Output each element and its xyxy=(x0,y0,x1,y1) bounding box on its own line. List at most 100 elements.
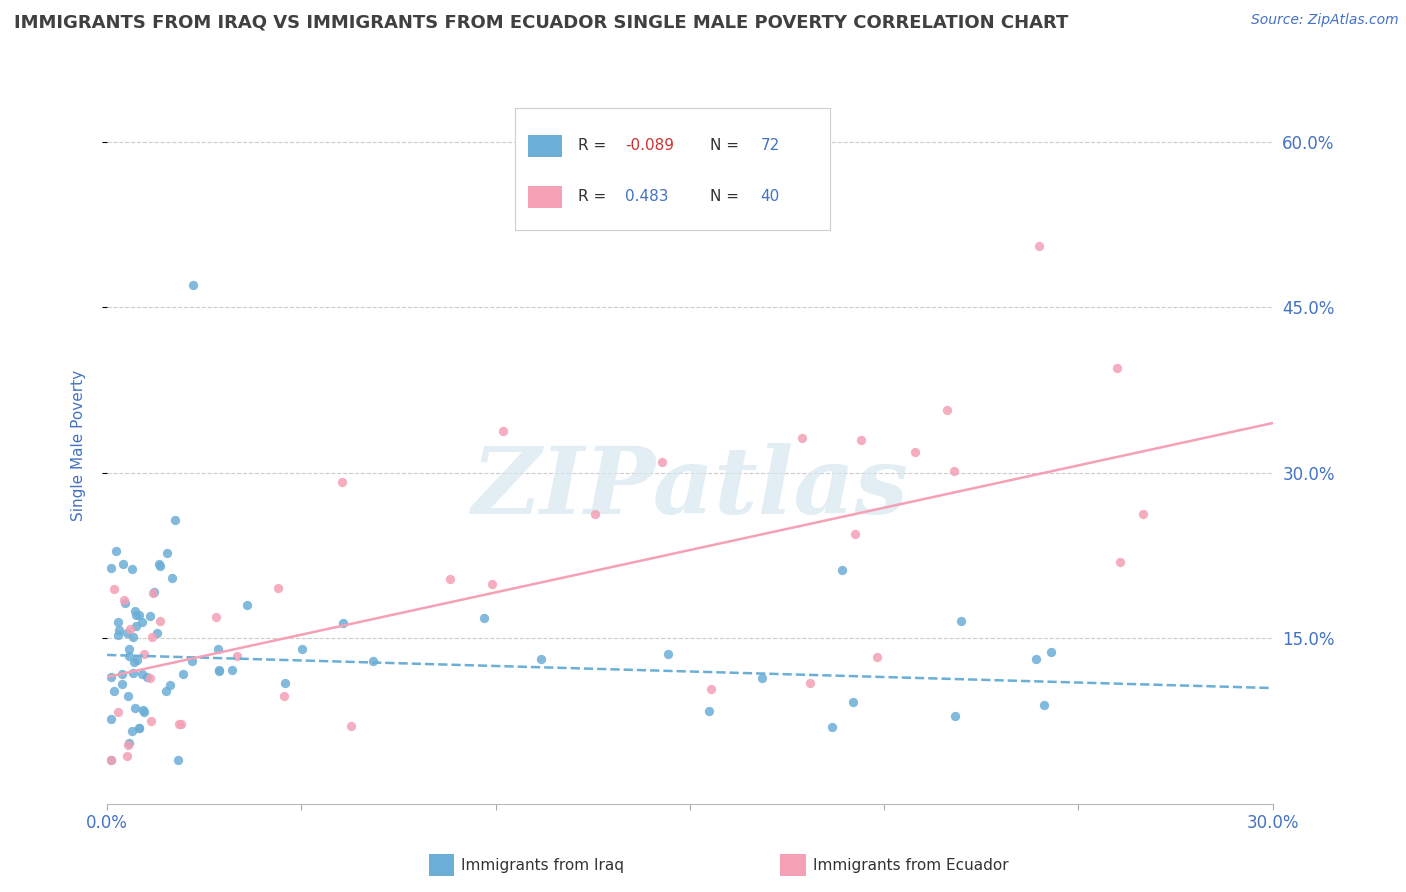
Point xyxy=(821,720,844,734)
Point xyxy=(936,403,959,417)
Point xyxy=(851,433,873,447)
Point xyxy=(291,642,314,657)
Point xyxy=(159,677,181,691)
Point xyxy=(125,619,148,633)
Point xyxy=(865,650,887,665)
Point xyxy=(107,705,129,719)
Point xyxy=(108,623,131,637)
Point xyxy=(160,571,183,585)
Point xyxy=(148,557,170,571)
Point xyxy=(180,654,202,668)
Point xyxy=(139,609,162,624)
Point xyxy=(439,572,461,586)
Point xyxy=(170,717,193,731)
Point xyxy=(103,582,125,597)
Point xyxy=(112,592,135,607)
Point xyxy=(657,647,679,661)
Point xyxy=(121,666,143,681)
Point xyxy=(841,695,863,709)
Point xyxy=(111,557,134,571)
Point xyxy=(107,628,129,642)
Point xyxy=(124,701,146,715)
Point xyxy=(111,666,134,681)
Point xyxy=(118,642,141,657)
Point xyxy=(799,675,821,690)
Point xyxy=(516,178,538,193)
Point xyxy=(697,705,720,719)
Point xyxy=(949,614,972,628)
Point xyxy=(208,664,231,678)
Point xyxy=(481,577,503,591)
Point xyxy=(208,663,231,677)
Point xyxy=(142,585,165,599)
Text: ZIPatlas: ZIPatlas xyxy=(471,443,908,533)
Point xyxy=(128,607,150,622)
Point xyxy=(904,444,927,458)
Point xyxy=(121,723,143,738)
Point xyxy=(273,690,295,704)
Point xyxy=(121,562,143,576)
Point xyxy=(135,670,157,684)
Text: Immigrants from Iraq: Immigrants from Iraq xyxy=(461,858,624,872)
Point xyxy=(1107,360,1129,375)
Point xyxy=(143,585,166,599)
Point xyxy=(141,631,163,645)
Point xyxy=(107,615,129,629)
Point xyxy=(225,648,247,663)
Point xyxy=(105,544,128,558)
Point xyxy=(1040,645,1063,659)
Point xyxy=(472,611,495,625)
Point xyxy=(165,513,187,527)
Point xyxy=(340,719,363,733)
Point xyxy=(330,475,353,490)
Point xyxy=(122,631,145,645)
Point xyxy=(117,690,139,704)
Point xyxy=(132,703,155,717)
Y-axis label: Single Male Poverty: Single Male Poverty xyxy=(72,369,86,521)
Point xyxy=(134,705,156,719)
Point xyxy=(103,684,125,698)
Point xyxy=(181,278,204,293)
Point xyxy=(751,671,773,685)
Point xyxy=(131,615,153,629)
Point xyxy=(332,615,354,630)
Point xyxy=(844,527,866,541)
Point xyxy=(943,709,966,723)
Point xyxy=(207,641,229,656)
Point xyxy=(236,598,259,612)
Point xyxy=(115,748,138,763)
Point xyxy=(118,622,141,636)
Point xyxy=(111,677,134,691)
Point xyxy=(139,714,162,729)
Text: Source: ZipAtlas.com: Source: ZipAtlas.com xyxy=(1251,13,1399,28)
Point xyxy=(172,667,194,681)
Point xyxy=(790,431,813,445)
Point xyxy=(125,608,148,623)
Point xyxy=(100,560,122,574)
Point xyxy=(1028,239,1050,253)
Point xyxy=(114,596,136,610)
Point xyxy=(117,736,139,750)
Point xyxy=(146,625,169,640)
Point xyxy=(166,753,188,767)
Point xyxy=(132,647,155,661)
Point xyxy=(128,721,150,735)
Point xyxy=(530,652,553,666)
Point xyxy=(492,424,515,438)
Point xyxy=(127,653,149,667)
Text: Immigrants from Ecuador: Immigrants from Ecuador xyxy=(813,858,1008,872)
Point xyxy=(1108,555,1130,569)
Point xyxy=(700,681,723,696)
Point xyxy=(122,655,145,669)
Point xyxy=(124,604,146,618)
Point xyxy=(1132,507,1154,521)
Point xyxy=(100,670,122,684)
Point xyxy=(117,625,139,640)
Point xyxy=(100,753,122,767)
Text: IMMIGRANTS FROM IRAQ VS IMMIGRANTS FROM ECUADOR SINGLE MALE POVERTY CORRELATION : IMMIGRANTS FROM IRAQ VS IMMIGRANTS FROM … xyxy=(14,13,1069,31)
Point xyxy=(149,614,172,628)
Point xyxy=(267,582,290,596)
Point xyxy=(131,667,153,681)
Point xyxy=(118,649,141,664)
Point xyxy=(100,712,122,726)
